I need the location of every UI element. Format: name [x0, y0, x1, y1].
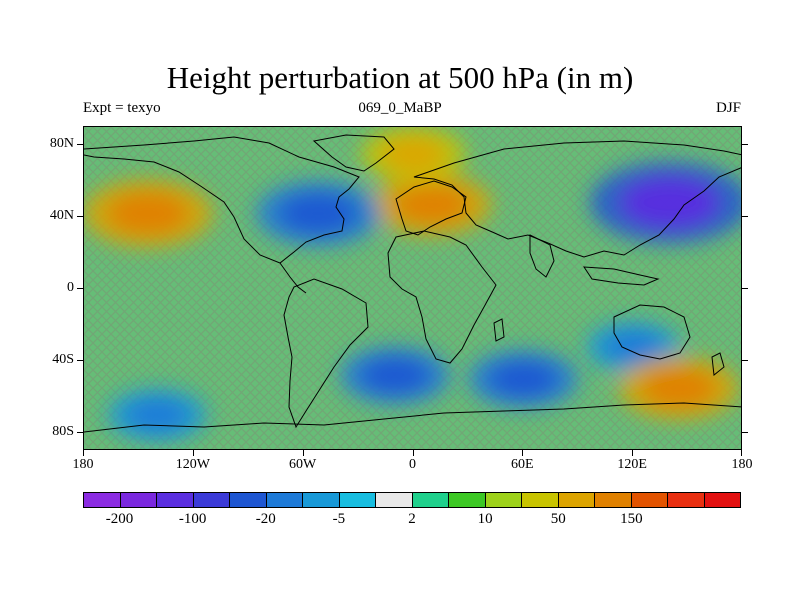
colorbar-swatch — [595, 493, 632, 507]
colorbar-label: 50 — [550, 511, 566, 527]
north-america-low-core — [279, 193, 358, 234]
coastline-madagascar — [493, 318, 505, 342]
y-tick-mark — [77, 216, 83, 217]
coastline-greenland — [312, 134, 395, 172]
colorbar-label: -100 — [178, 511, 207, 527]
north-atlantic-europe-high-core — [394, 184, 470, 224]
colorbar-swatch — [120, 493, 157, 507]
map-plot — [83, 126, 742, 450]
x-tick-label: 180 — [731, 457, 753, 472]
y-tick-label: 40S — [52, 352, 74, 367]
y-tick-label: 80S — [52, 424, 74, 439]
colorbar-label: 10 — [477, 511, 493, 527]
coastline-antarctica — [84, 402, 741, 433]
case-label: 069_0_MaBP — [358, 100, 442, 116]
experiment-label: Expt = texyo — [83, 100, 161, 116]
south-indian-low-core — [489, 360, 558, 398]
colorbar-label: -5 — [332, 511, 346, 527]
northeast-asia-high-core — [380, 136, 447, 172]
x-tick-label: 0 — [409, 457, 416, 472]
y-tick-label: 80N — [49, 136, 74, 151]
x-tick-mark — [302, 450, 304, 456]
coastlines — [84, 134, 741, 433]
colorbar-swatch — [339, 493, 376, 507]
colorbar-label: -20 — [255, 511, 276, 527]
y-tick-mark-right — [742, 432, 748, 433]
coastline-india — [529, 234, 555, 278]
colorbar-swatch — [631, 493, 668, 507]
x-tick-mark — [741, 450, 742, 456]
siberia-pacific-low-core — [620, 177, 720, 229]
y-tick-mark-right — [742, 360, 748, 361]
x-tick-label: 60E — [511, 457, 534, 472]
y-tick-label: 0 — [67, 280, 74, 295]
coastline-africa — [387, 230, 497, 364]
coastline-asia — [413, 140, 741, 258]
x-tick-mark — [522, 450, 524, 456]
coastline-central-america — [279, 262, 307, 294]
southeast-pacific-low-core — [126, 398, 189, 432]
coastline-indonesia — [583, 266, 660, 286]
colorbar-swatch — [668, 493, 705, 507]
north-pacific-high-core — [107, 192, 189, 235]
colorbar-label: -200 — [105, 511, 134, 527]
colorbar-swatch — [522, 493, 559, 507]
y-tick-mark-right — [742, 216, 748, 217]
colorbar-swatch — [230, 493, 267, 507]
colorbar-swatch — [84, 493, 121, 507]
y-tick-mark — [77, 144, 83, 145]
colorbar-swatch — [412, 493, 449, 507]
x-tick-mark — [632, 450, 634, 456]
x-tick-label: 120E — [617, 457, 647, 472]
colorbar-swatch — [376, 493, 413, 507]
y-tick-mark — [77, 432, 83, 433]
y-tick-mark — [77, 360, 83, 361]
x-tick-label: 120W — [175, 457, 210, 472]
x-tick-mark — [83, 450, 84, 456]
page-title: Height perturbation at 500 hPa (in m) — [166, 60, 634, 95]
y-tick-label: 40N — [49, 208, 74, 223]
map-canvas — [84, 127, 741, 449]
colorbar-label: 150 — [620, 511, 643, 527]
colorbar-swatch — [266, 493, 303, 507]
y-tick-mark — [77, 288, 83, 289]
coastline-north-america — [84, 136, 360, 264]
coastline-south-america — [283, 278, 369, 429]
coastline-australia — [613, 304, 691, 360]
y-tick-mark-right — [742, 144, 748, 145]
south-pacific-high-core — [641, 368, 717, 408]
colorbar-swatch — [558, 493, 595, 507]
colorbar-swatch — [704, 493, 740, 507]
y-tick-mark-right — [742, 288, 748, 289]
season-label: DJF — [715, 100, 741, 116]
colorbar-swatch — [157, 493, 194, 507]
x-tick-mark — [192, 450, 194, 456]
coastline-europe — [395, 180, 467, 236]
x-tick-label: 60W — [289, 457, 317, 472]
south-atlantic-low-core — [361, 357, 430, 394]
coastline-new-zealand — [711, 352, 725, 376]
colorbar-swatch — [193, 493, 230, 507]
x-tick-mark — [412, 450, 414, 456]
colorbar-swatch — [485, 493, 522, 507]
colorbar-swatch — [303, 493, 340, 507]
colorbar — [83, 492, 741, 508]
colorbar-swatch — [449, 493, 486, 507]
colorbar-label: 2 — [408, 511, 416, 527]
australia-low-core — [603, 330, 663, 363]
x-tick-label: 180 — [72, 457, 94, 472]
